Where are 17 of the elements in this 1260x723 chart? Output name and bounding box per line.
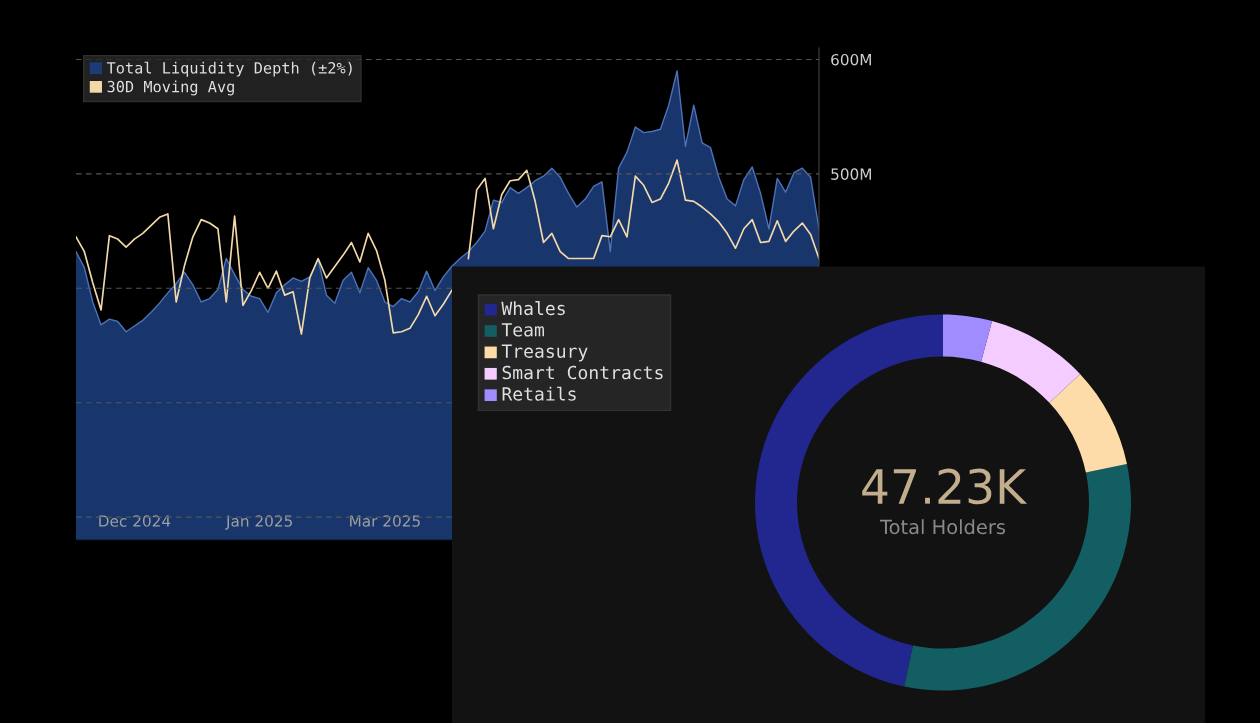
donut-slice bbox=[1049, 373, 1127, 473]
donut-slice bbox=[943, 314, 993, 362]
text: 47.23K bbox=[862, 468, 1028, 505]
legend-label: Smart Contracts bbox=[502, 365, 663, 380]
legend-label: 30D Moving Avg bbox=[107, 80, 234, 96]
x-tick-label: Dec 2024 bbox=[99, 515, 171, 527]
legend-label: Total Liquidity Depth (±2%) bbox=[106, 61, 352, 77]
legend-label: Retails bbox=[502, 386, 576, 401]
x-tick-label: Mar 2025 bbox=[350, 515, 420, 527]
legend-label: Treasury bbox=[501, 344, 588, 362]
text: Total Holders bbox=[879, 519, 1006, 535]
donut-slice bbox=[981, 321, 1081, 403]
y-tick-label: 500M bbox=[831, 168, 871, 180]
legend-label: Whales bbox=[501, 301, 565, 316]
legend-label: Team bbox=[501, 323, 544, 337]
x-tick-label: Jan 2025 bbox=[225, 515, 292, 530]
y-tick-label: 600M bbox=[831, 53, 871, 66]
